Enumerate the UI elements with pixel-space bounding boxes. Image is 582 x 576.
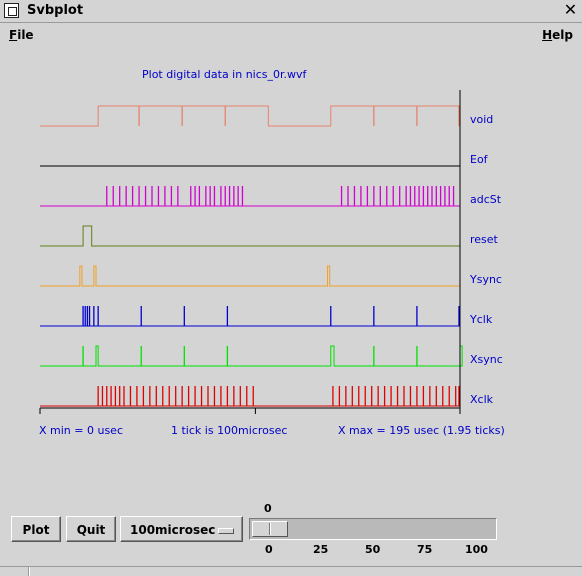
slider-tick-75: 75 [417, 543, 433, 556]
title-bar: Svbplot ✕ [0, 0, 582, 23]
waveform-xsync [40, 345, 463, 367]
menu-bar: File Help [0, 23, 582, 47]
menu-help[interactable]: Help [542, 28, 573, 42]
x-max-label: X max = 195 usec (1.95 ticks) [338, 424, 505, 437]
signal-label-adcst: adcSt [470, 193, 502, 206]
tick-unit-value: 100microsec [130, 523, 216, 537]
signal-label-reset: reset [470, 233, 499, 246]
close-icon[interactable]: ✕ [563, 0, 578, 19]
slider-tick-100: 100 [465, 543, 488, 556]
slider-tick-0: 0 [265, 543, 273, 556]
waveform-reset [40, 225, 460, 247]
quit-button[interactable]: Quit [66, 516, 116, 542]
status-bar [0, 566, 582, 576]
option-menu-indicator-icon [218, 528, 234, 534]
x-min-label: X min = 0 usec [39, 424, 123, 437]
waveform-void [40, 105, 461, 127]
slider-tick-50: 50 [365, 543, 381, 556]
window-title: Svbplot [27, 3, 84, 18]
slider-tick-25: 25 [313, 543, 329, 556]
tick-unit-menu[interactable]: 100microsec [120, 516, 243, 542]
slider-value: 0 [264, 502, 272, 515]
control-panel: Plot Quit 100microsec 0 0 25 50 75 100 [0, 500, 582, 575]
signal-label-void: void [470, 113, 493, 126]
status-divider [28, 567, 29, 576]
signal-label-eof: Eof [470, 153, 489, 166]
window-icon[interactable] [4, 3, 19, 18]
slider-handle[interactable] [252, 521, 288, 537]
plot-title: Plot digital data in nics_0r.wvf [142, 68, 308, 81]
signal-label-yclk: Yclk [469, 313, 493, 326]
tick-scale-label: 1 tick is 100microsec [171, 424, 287, 437]
waveform-ysync [40, 265, 460, 287]
plot-button[interactable]: Plot [11, 516, 61, 542]
signal-label-xsync: Xsync [470, 353, 503, 366]
signal-label-xclk: Xclk [470, 393, 494, 406]
signal-label-ysync: Ysync [469, 273, 502, 286]
scroll-slider[interactable] [249, 518, 497, 540]
menu-file[interactable]: File [9, 28, 34, 42]
